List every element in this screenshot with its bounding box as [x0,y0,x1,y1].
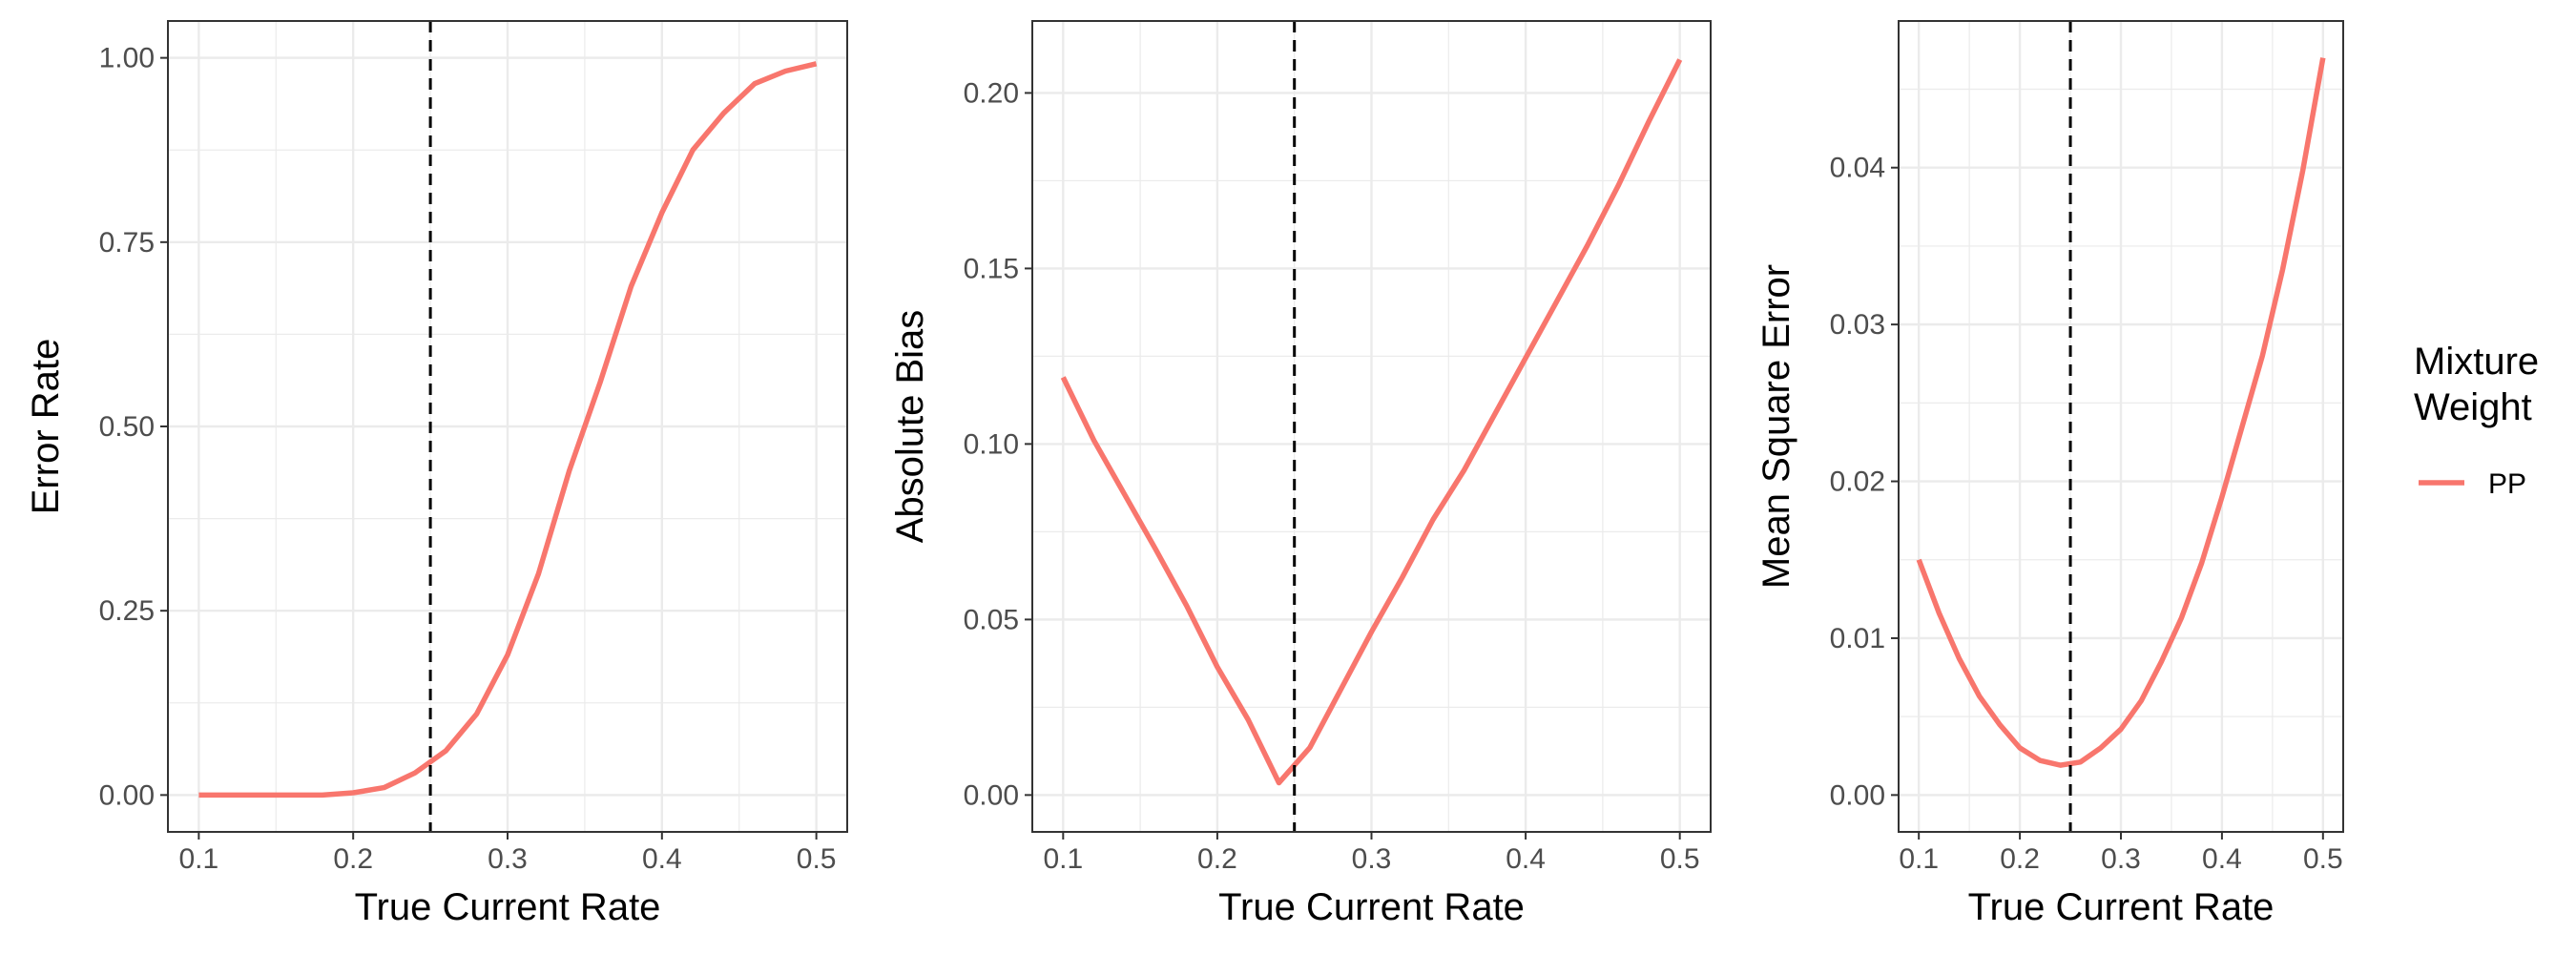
y-tick-label: 0.01 [1830,623,1885,654]
chart-panel-3: 0.1 0.2 0.3 0.4 0.5 0.00 0.01 0.02 0.03 0.04 True … [1755,20,2344,928]
x-axis-title: True Current Rate [1218,886,1525,928]
x-tick-label: 0.3 [2101,843,2141,875]
x-tick-label: 0.1 [1043,843,1083,875]
y-tick-label: 0.25 [99,595,155,627]
x-tick-label: 0.5 [1660,843,1700,875]
x-tick-label: 0.5 [797,843,837,875]
x-tick-label: 0.4 [642,843,682,875]
y-tick-label: 0.10 [964,428,1019,460]
legend-title-line2: Weight [2414,386,2532,428]
y-tick-label: 0.00 [99,779,155,811]
x-tick-label: 0.1 [1899,843,1939,875]
y-axis-title: Absolute Bias [889,310,931,544]
chart-panel-1: 0.1 0.2 0.3 0.4 0.5 0.00 0.25 0.50 0.75 1.00 True … [25,20,848,928]
y-tick-label: 0.20 [964,77,1019,109]
x-tick-label: 0.4 [1506,843,1546,875]
x-tick-label: 0.2 [2000,843,2040,875]
y-tick-label: 0.15 [964,253,1019,284]
y-axis-title: Error Rate [25,339,67,515]
y-tick-label: 0.04 [1830,153,1885,184]
x-tick-label: 0.2 [1197,843,1237,875]
x-axis-title: True Current Rate [355,886,661,928]
series-line-pp [1060,58,1683,786]
x-tick-label: 0.3 [488,843,528,875]
series-line-pp [1916,57,2326,768]
x-tick-label: 0.5 [2303,843,2343,875]
chart-panel-2: 0.1 0.2 0.3 0.4 0.5 0.00 0.05 0.10 0.15 0.20 True … [889,20,1712,928]
y-tick-label: 1.00 [99,43,155,74]
x-tick-label: 0.4 [2202,843,2242,875]
y-axis-title: Mean Square Error [1755,264,1797,589]
legend-label-pp: PP [2488,468,2526,500]
legend-title-line1: Mixture [2414,341,2539,383]
y-tick-label: 0.02 [1830,467,1885,498]
y-tick-label: 0.03 [1830,309,1885,341]
y-tick-label: 0.50 [99,411,155,443]
x-tick-label: 0.2 [333,843,373,875]
y-tick-label: 0.00 [964,779,1019,811]
x-axis-title: True Current Rate [1968,886,2275,928]
y-tick-label: 0.00 [1830,779,1885,811]
y-tick-label: 0.75 [99,227,155,259]
series-line-pp [198,61,818,798]
x-tick-label: 0.3 [1352,843,1392,875]
y-tick-label: 0.05 [964,604,1019,635]
x-tick-label: 0.1 [179,843,219,875]
